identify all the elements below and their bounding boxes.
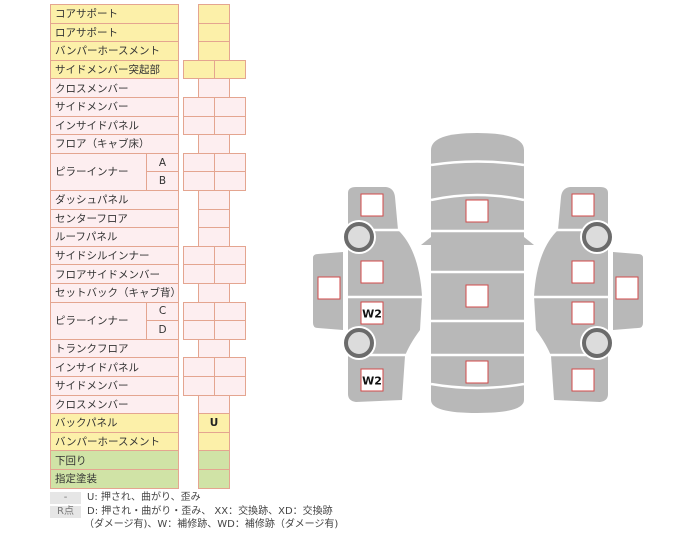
row-label: クロスメンバー: [50, 78, 179, 98]
row-label: フロアサイドメンバー: [50, 264, 179, 284]
row-sub-label: A: [146, 152, 179, 173]
entry-cell[interactable]: [198, 469, 230, 489]
row-label: サイドメンバー突起部: [50, 59, 179, 80]
row-label: インサイドパネル: [50, 115, 179, 136]
legend-key: -: [50, 492, 81, 504]
row-label: 指定塗装: [50, 469, 179, 489]
row-label: クロスメンバー: [50, 394, 179, 415]
entry-cell-right[interactable]: [214, 115, 246, 136]
entry-cell-right[interactable]: [214, 171, 246, 191]
entry-cell-right[interactable]: [214, 376, 246, 396]
row-label: サイドシルインナー: [50, 245, 179, 266]
row-label: バンパーホースメント: [50, 431, 179, 452]
row-label: センターフロア: [50, 208, 179, 229]
legend-text: U: 押され、曲がり、歪み: [87, 492, 201, 503]
mark-left-front-door[interactable]: [360, 260, 384, 284]
left-body-panel: [348, 187, 422, 402]
legend-text: D: 押され・曲がり・歪み、 XX：交換跡、XD：交換跡: [87, 506, 333, 517]
mark-left-front[interactable]: [360, 193, 384, 217]
entry-cell-right[interactable]: [214, 59, 246, 80]
mark-left-rear-door[interactable]: W2: [360, 301, 384, 325]
row-label: 下回り: [50, 450, 179, 470]
mark-value: W2: [362, 308, 382, 321]
mark-value: W2: [362, 375, 382, 388]
mark-right-rear[interactable]: [571, 368, 595, 392]
legend-text: （ダメージ有)、W：補修跡、WD：補修跡（ダメージ有): [84, 519, 339, 530]
mark-right-mirror-panel[interactable]: [615, 276, 639, 300]
car-right-side: [532, 187, 643, 402]
mark-right-front[interactable]: [571, 193, 595, 217]
mark-roof[interactable]: [465, 284, 489, 308]
entry-cell-right[interactable]: [214, 264, 246, 284]
row-label: バックパネル: [50, 413, 179, 433]
car-top-view: [421, 133, 534, 413]
entry-cell-right[interactable]: [214, 320, 246, 340]
wheel-icon: [342, 326, 376, 360]
mark-left-rear[interactable]: W2: [360, 368, 384, 392]
right-body-panel: [534, 187, 608, 402]
mark-right-rear-door[interactable]: [571, 301, 595, 325]
mark-right-front-door[interactable]: [571, 260, 595, 284]
mark-trunk[interactable]: [465, 360, 489, 384]
row-label: バンパーホースメント: [50, 41, 179, 61]
legend-key: R点: [50, 506, 81, 518]
row-label: ピラーインナー: [50, 152, 147, 191]
wheel-icon: [580, 326, 614, 360]
mark-hood[interactable]: [465, 199, 489, 223]
row-label: サイドメンバー: [50, 97, 179, 117]
mark-left-mirror-panel[interactable]: [317, 276, 341, 300]
wheel-icon: [580, 220, 614, 254]
row-label: ピラーインナー: [50, 301, 147, 340]
wheel-icon: [342, 220, 376, 254]
row-sub-label: C: [146, 301, 179, 322]
row-label: フロア（キャブ床）: [50, 134, 179, 154]
car-left-side: [313, 187, 424, 402]
